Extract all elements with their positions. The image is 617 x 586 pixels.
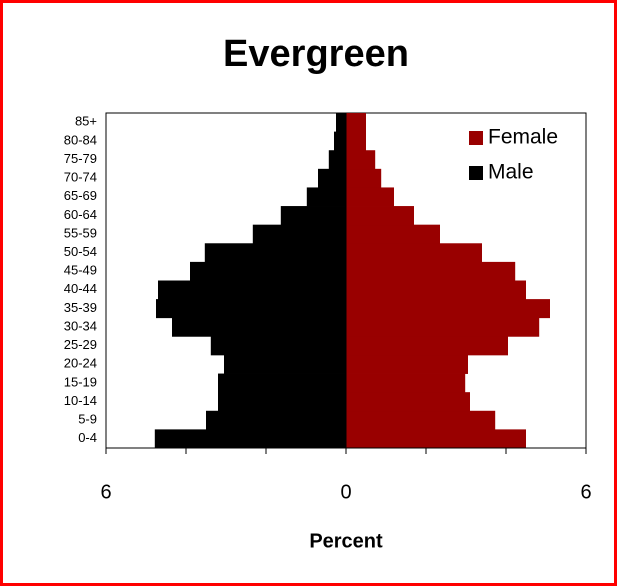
bar bbox=[206, 410, 346, 430]
bar bbox=[190, 261, 346, 281]
y-tick-label: 20-24 bbox=[64, 356, 97, 371]
y-tick-label: 0-4 bbox=[78, 430, 97, 445]
bar bbox=[346, 206, 414, 226]
bar bbox=[346, 113, 366, 133]
bar bbox=[334, 131, 346, 151]
bar bbox=[346, 261, 516, 281]
y-tick-label: 80-84 bbox=[64, 132, 97, 147]
y-tick-label: 15-19 bbox=[64, 374, 97, 389]
y-tick-label: 35-39 bbox=[64, 300, 97, 315]
bar bbox=[346, 373, 466, 393]
bar bbox=[172, 317, 346, 337]
legend-swatch bbox=[469, 166, 483, 180]
legend-label: Female bbox=[488, 126, 558, 149]
bar bbox=[346, 392, 470, 412]
bar bbox=[346, 243, 482, 263]
y-tick-label: 65-69 bbox=[64, 188, 97, 203]
y-tick-label: 40-44 bbox=[64, 281, 97, 296]
bar bbox=[346, 168, 382, 188]
x-tick-label: 6 bbox=[580, 481, 591, 503]
legend-swatch bbox=[469, 131, 483, 145]
bar bbox=[346, 150, 376, 170]
bar bbox=[218, 373, 346, 393]
bar bbox=[346, 317, 540, 337]
bar bbox=[328, 150, 346, 170]
y-tick-label: 85+ bbox=[75, 114, 97, 129]
y-tick-label: 60-64 bbox=[64, 207, 97, 222]
bar bbox=[210, 336, 346, 356]
bar bbox=[280, 206, 346, 226]
bar bbox=[346, 429, 526, 449]
bar bbox=[346, 336, 508, 356]
bar bbox=[156, 299, 346, 319]
bar bbox=[346, 224, 440, 244]
y-tick-label: 75-79 bbox=[64, 151, 97, 166]
bar bbox=[252, 224, 346, 244]
bar bbox=[346, 299, 550, 319]
y-tick-label: 45-49 bbox=[64, 263, 97, 278]
y-tick-label: 30-34 bbox=[64, 318, 97, 333]
x-axis-label: Percent bbox=[309, 530, 383, 552]
bar bbox=[306, 187, 346, 207]
y-tick-label: 70-74 bbox=[64, 170, 97, 185]
y-tick-label: 25-29 bbox=[64, 337, 97, 352]
bar bbox=[346, 354, 468, 374]
bar bbox=[154, 429, 346, 449]
x-tick-label: 6 bbox=[100, 481, 111, 503]
y-tick-label: 50-54 bbox=[64, 244, 97, 259]
bar bbox=[158, 280, 346, 300]
y-tick-label: 5-9 bbox=[78, 412, 97, 427]
legend-label: Male bbox=[488, 161, 534, 184]
bar bbox=[346, 280, 526, 300]
bar bbox=[346, 187, 394, 207]
x-tick-label: 0 bbox=[340, 481, 351, 503]
y-tick-label: 10-14 bbox=[64, 393, 97, 408]
bar bbox=[218, 392, 346, 412]
bar bbox=[346, 410, 496, 430]
bar bbox=[336, 113, 346, 133]
chart-title: Evergreen bbox=[223, 33, 409, 75]
bar bbox=[346, 131, 366, 151]
bar bbox=[224, 354, 346, 374]
y-tick-label: 55-59 bbox=[64, 225, 97, 240]
bar bbox=[204, 243, 346, 263]
bar bbox=[318, 168, 346, 188]
